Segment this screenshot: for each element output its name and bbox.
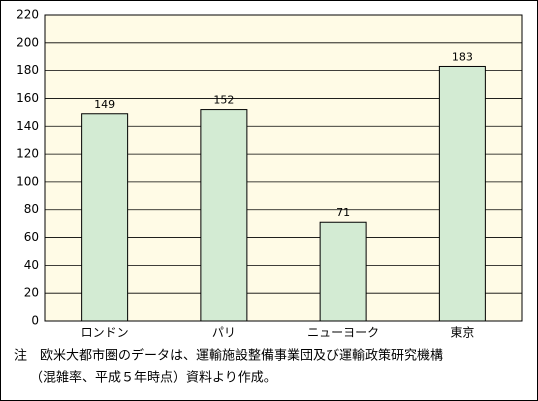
y-tick-label: 40 (24, 258, 39, 272)
x-tick-label: ニューヨーク (307, 326, 379, 340)
data-label: 152 (213, 94, 234, 107)
x-tick-label: パリ (212, 326, 236, 340)
x-tick-label: 東京 (450, 326, 474, 340)
y-tick-label: 100 (16, 174, 39, 188)
bar (200, 109, 248, 322)
y-tick-label: 60 (24, 230, 39, 244)
y-tick-label: 140 (16, 119, 39, 133)
note: （混雑率、平成５年時点）資料より作成。 (30, 370, 277, 386)
y-tick-label: 160 (16, 91, 39, 105)
y-tick-label: 120 (16, 147, 39, 161)
x-tick-label: ロンドン (81, 326, 129, 340)
y-tick-label: 200 (16, 35, 39, 49)
y-tick-label: 180 (16, 63, 39, 77)
y-tick-label: 0 (31, 314, 39, 328)
bar (438, 65, 486, 322)
y-tick-label: 80 (24, 202, 39, 216)
bar (81, 113, 129, 322)
y-tick-label: 20 (24, 286, 39, 300)
data-label: 183 (452, 50, 473, 63)
note: 注 欧米大都市圏のデータは、運輸施設整備事業団及び運輸政策研究機構 (14, 348, 443, 364)
y-tick-label: 220 (16, 8, 39, 22)
data-label: 149 (94, 98, 115, 111)
bar (319, 221, 367, 322)
data-label: 71 (336, 206, 350, 219)
